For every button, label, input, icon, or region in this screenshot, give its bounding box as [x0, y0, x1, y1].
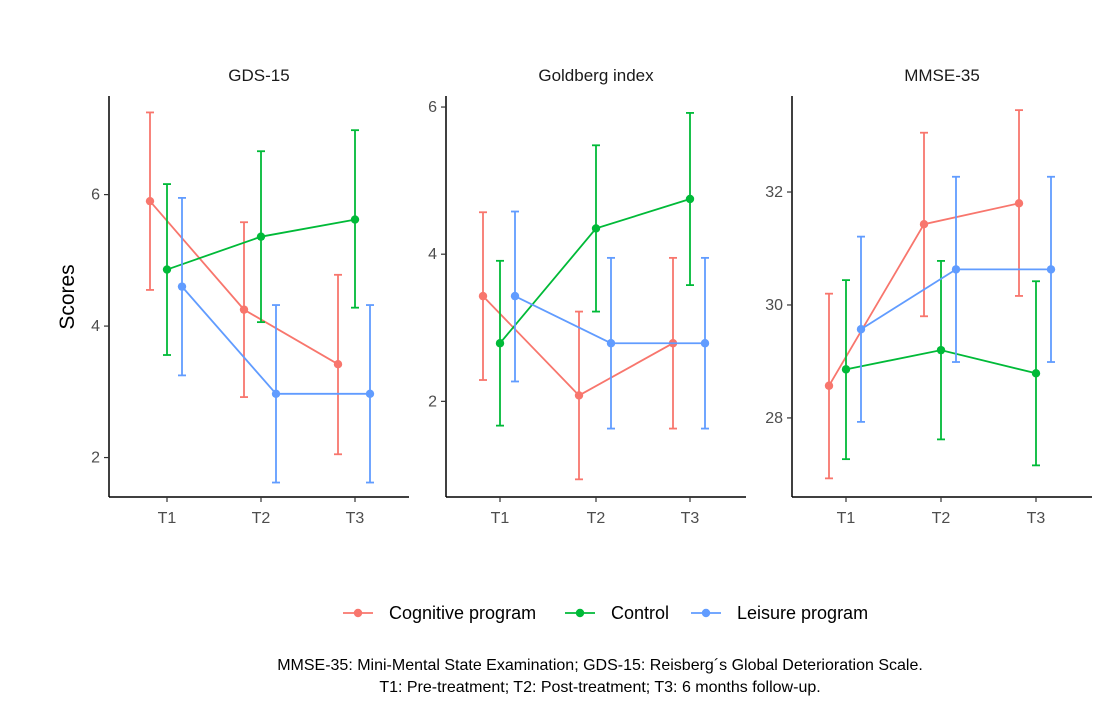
series-control	[841, 260, 1041, 467]
data-point	[951, 265, 961, 274]
data-point	[685, 194, 695, 204]
series-leisure-program	[856, 175, 1056, 423]
data-point	[591, 224, 601, 233]
data-point	[350, 215, 360, 224]
data-point	[824, 381, 834, 390]
data-point	[271, 389, 281, 398]
data-point	[841, 365, 851, 374]
panel-3: MMSE-35 28 30 32 T1 T2 T3	[765, 66, 1092, 527]
caption-line-1: MMSE-35: Mini-Mental State Examination; …	[277, 657, 923, 674]
data-point	[1046, 265, 1056, 274]
series-leisure-program	[510, 210, 710, 430]
data-point	[478, 291, 488, 301]
panel-title: GDS-15	[228, 66, 289, 85]
y-tick-label: 6	[91, 187, 100, 204]
legend-item-cognitive-program: Cognitive program	[343, 603, 536, 623]
data-point	[495, 339, 505, 348]
legend: Cognitive program Control Leisure program	[343, 603, 868, 623]
series-leisure-program	[177, 196, 375, 484]
series-cognitive-program	[478, 211, 678, 481]
data-point	[1031, 369, 1041, 378]
legend-key-point	[575, 608, 585, 618]
panel-title: Goldberg index	[538, 66, 654, 85]
data-point	[365, 389, 375, 398]
y-tick-label: 32	[765, 184, 783, 201]
data-point	[919, 220, 929, 229]
panel-1: GDS-15 2 4 6 T1 T2 T3	[91, 66, 409, 527]
y-tick-label: 28	[765, 410, 783, 427]
x-tick-label: T3	[681, 510, 700, 527]
data-point	[606, 339, 616, 348]
data-point	[239, 305, 249, 314]
y-tick-label: 4	[91, 318, 100, 335]
legend-label: Cognitive program	[389, 603, 536, 623]
x-tick-label: T3	[1027, 510, 1046, 527]
x-tick-label: T2	[252, 510, 271, 527]
y-tick-label: 2	[428, 393, 437, 410]
data-point	[145, 196, 155, 206]
panel-2: Goldberg index 2 4 6 T1 T2 T3	[428, 66, 746, 527]
x-tick-label: T1	[158, 510, 177, 527]
y-tick-label: 4	[428, 246, 437, 263]
series-line	[499, 198, 691, 344]
legend-item-leisure-program: Leisure program	[691, 603, 868, 623]
data-point	[1014, 199, 1024, 208]
series-cognitive-program	[824, 109, 1024, 480]
series-control	[162, 129, 360, 356]
data-point	[256, 232, 266, 241]
x-tick-label: T2	[587, 510, 606, 527]
x-tick-label: T1	[837, 510, 856, 527]
legend-key-point	[701, 608, 711, 618]
data-point	[574, 391, 584, 400]
y-tick-label: 2	[91, 450, 100, 467]
x-tick-label: T2	[932, 510, 951, 527]
y-tick-label: 6	[428, 99, 437, 116]
data-point	[333, 360, 343, 369]
series-control	[495, 112, 695, 427]
data-point	[177, 282, 187, 291]
caption: MMSE-35: Mini-Mental State Examination; …	[277, 657, 923, 696]
legend-label: Leisure program	[737, 603, 868, 623]
y-tick-label: 30	[765, 297, 783, 314]
data-point	[936, 345, 946, 355]
legend-item-control: Control	[565, 603, 669, 623]
legend-key-point	[353, 608, 363, 618]
caption-line-2: T1: Pre-treatment; T2: Post-treatment; T…	[379, 679, 820, 696]
series-cognitive-program	[145, 111, 343, 456]
series-line	[514, 295, 705, 345]
data-point	[510, 291, 520, 301]
y-axis-label: Scores	[56, 264, 79, 329]
panel-title: MMSE-35	[904, 66, 980, 85]
data-point	[700, 339, 710, 348]
x-tick-label: T1	[491, 510, 510, 527]
data-point	[856, 325, 866, 334]
data-point	[162, 265, 172, 274]
x-tick-label: T3	[346, 510, 365, 527]
legend-label: Control	[611, 603, 669, 623]
